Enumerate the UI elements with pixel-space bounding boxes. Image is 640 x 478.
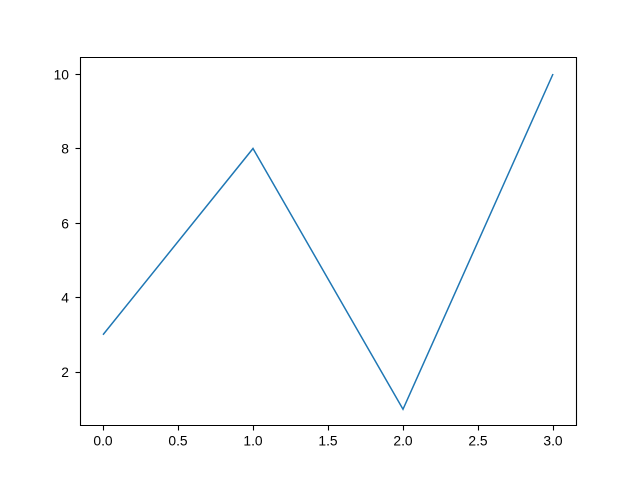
svg-text:3.0: 3.0 <box>543 433 563 449</box>
svg-text:2.0: 2.0 <box>393 433 413 449</box>
svg-text:10: 10 <box>54 67 70 83</box>
svg-text:4: 4 <box>61 290 69 306</box>
svg-text:2.5: 2.5 <box>468 433 488 449</box>
svg-text:6: 6 <box>61 216 69 232</box>
svg-text:0.5: 0.5 <box>168 433 188 449</box>
svg-text:1.5: 1.5 <box>318 433 338 449</box>
svg-text:2: 2 <box>61 364 69 380</box>
svg-text:1.0: 1.0 <box>243 433 263 449</box>
svg-text:8: 8 <box>61 141 69 157</box>
svg-text:0.0: 0.0 <box>93 433 113 449</box>
